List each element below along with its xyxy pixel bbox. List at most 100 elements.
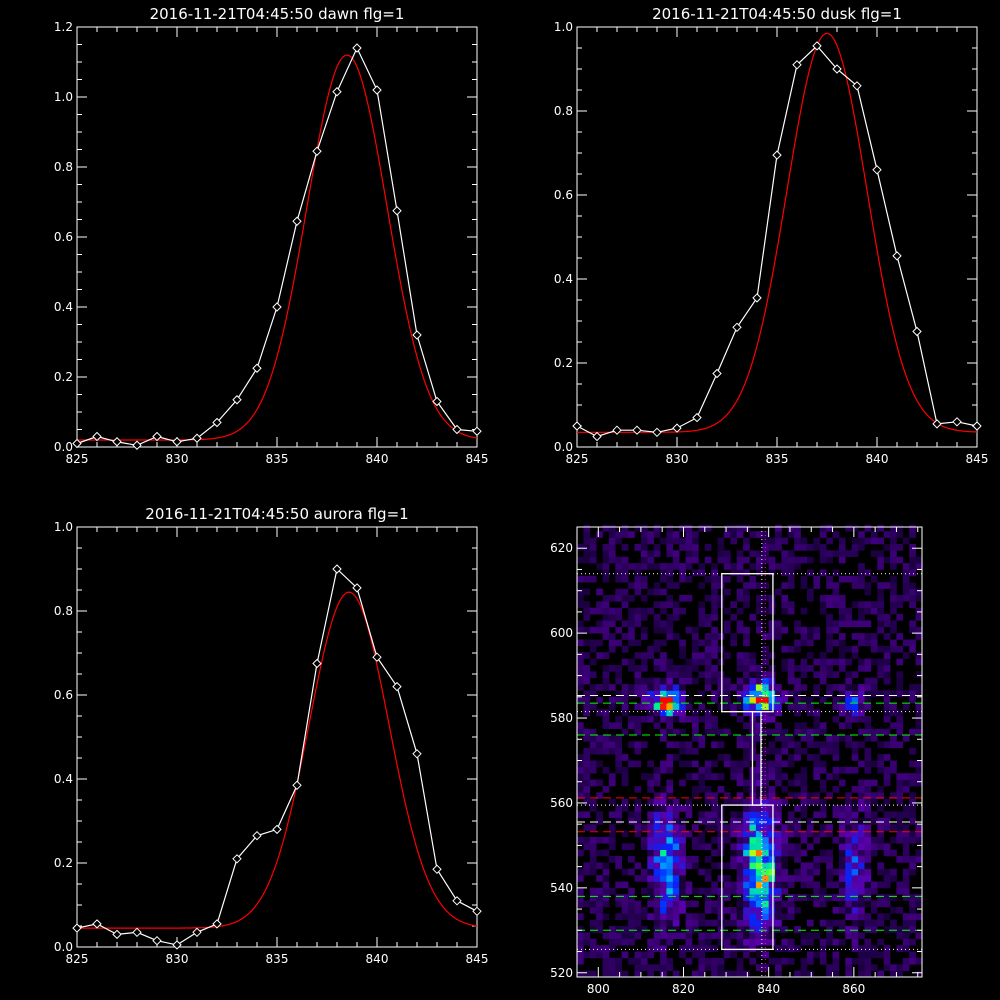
heatmap-cell bbox=[692, 665, 699, 672]
heatmap-cell bbox=[838, 875, 846, 882]
heatmap-cell bbox=[577, 754, 584, 761]
heatmap-cell bbox=[621, 563, 629, 570]
heatmap-cell bbox=[909, 900, 916, 908]
data-point bbox=[372, 652, 382, 662]
heatmap-cell bbox=[755, 792, 763, 799]
heatmap-cell bbox=[692, 926, 699, 933]
heatmap-cell bbox=[787, 894, 795, 901]
heatmap-cell bbox=[596, 563, 603, 570]
heatmap-cell bbox=[909, 626, 916, 634]
heatmap-cell bbox=[621, 754, 629, 761]
heatmap-cell bbox=[621, 894, 629, 901]
heatmap-cell bbox=[640, 684, 648, 691]
heatmap-cell bbox=[685, 913, 693, 920]
heatmap-cell bbox=[679, 747, 686, 755]
heatmap-cell bbox=[717, 964, 725, 971]
data-point bbox=[412, 749, 422, 759]
heatmap-cell bbox=[692, 824, 699, 831]
heatmap-cell bbox=[583, 601, 591, 608]
heatmap-cell bbox=[858, 862, 865, 870]
heatmap-cell bbox=[615, 690, 622, 698]
heatmap-cell bbox=[858, 894, 865, 901]
heatmap-cell bbox=[596, 709, 603, 717]
heatmap-cell bbox=[634, 926, 642, 933]
heatmap-cell bbox=[589, 607, 597, 615]
heatmap-cell bbox=[577, 594, 584, 602]
heatmap-cell bbox=[896, 932, 904, 940]
heatmap-cell bbox=[896, 709, 904, 717]
heatmap-cell bbox=[749, 919, 757, 927]
heatmap-cell bbox=[762, 894, 769, 901]
x-tick-label: 840 bbox=[366, 952, 389, 966]
heatmap-cell bbox=[685, 665, 693, 672]
heatmap-cell bbox=[621, 766, 629, 774]
heatmap-cell bbox=[704, 919, 712, 927]
heatmap-cell bbox=[577, 696, 584, 704]
heatmap-cell bbox=[755, 926, 763, 933]
heatmap-cell bbox=[634, 824, 642, 831]
heatmap-cell bbox=[743, 690, 750, 698]
heatmap-cell bbox=[653, 531, 661, 538]
heatmap-cell bbox=[615, 913, 622, 920]
heatmap-cell bbox=[845, 805, 852, 812]
heatmap-cell bbox=[736, 575, 744, 583]
heatmap-cell bbox=[787, 760, 795, 768]
heatmap-cell bbox=[858, 728, 865, 736]
heatmap-cell bbox=[634, 932, 642, 940]
heatmap-cell bbox=[736, 773, 744, 780]
heatmap-cell bbox=[577, 773, 584, 780]
heatmap-cell bbox=[666, 932, 674, 940]
heatmap-cell bbox=[755, 620, 763, 628]
heatmap-cell bbox=[621, 798, 629, 806]
heatmap-cell bbox=[845, 677, 852, 685]
heatmap-cell bbox=[640, 665, 648, 672]
heatmap-cell bbox=[762, 938, 769, 946]
chart-title: 2016-11-21T04:45:50 dusk flg=1 bbox=[652, 5, 902, 23]
heatmap-cell bbox=[634, 907, 642, 914]
heatmap-cell bbox=[883, 728, 891, 736]
heatmap-cell bbox=[653, 715, 661, 723]
heatmap-cell bbox=[749, 875, 757, 882]
heatmap-cell bbox=[883, 881, 891, 889]
heatmap-cell bbox=[583, 703, 591, 710]
heatmap-cell bbox=[838, 658, 846, 666]
heatmap-cell bbox=[628, 658, 635, 666]
heatmap-cell bbox=[864, 582, 872, 589]
heatmap-cell bbox=[858, 951, 865, 959]
heatmap-cell bbox=[749, 843, 757, 850]
heatmap-cell bbox=[877, 563, 884, 570]
heatmap-cell bbox=[736, 817, 744, 825]
heatmap-cell bbox=[634, 760, 642, 768]
heatmap-cell bbox=[736, 665, 744, 672]
heatmap-cell bbox=[787, 645, 795, 653]
heatmap-cell bbox=[877, 805, 884, 812]
x-tick-label: 825 bbox=[66, 952, 89, 966]
heatmap-cell bbox=[755, 932, 763, 940]
heatmap-cell bbox=[736, 957, 744, 965]
heatmap-cell bbox=[628, 938, 635, 946]
heatmap-cell bbox=[596, 741, 603, 749]
heatmap-cell bbox=[704, 760, 712, 768]
heatmap-cell bbox=[711, 900, 718, 908]
heatmap-cell bbox=[749, 830, 757, 838]
heatmap-cell bbox=[915, 970, 923, 978]
heatmap-cell bbox=[660, 856, 667, 863]
heatmap-cell bbox=[608, 722, 616, 729]
heatmap-cell bbox=[647, 760, 654, 768]
heatmap-cell bbox=[794, 970, 801, 978]
heatmap-cell bbox=[602, 722, 610, 729]
heatmap-cell bbox=[870, 792, 878, 799]
heatmap-cell bbox=[877, 792, 884, 799]
heatmap-cell bbox=[902, 926, 910, 933]
x-tick-label: 835 bbox=[266, 452, 289, 466]
y-tick-label: 0.4 bbox=[54, 772, 73, 786]
heatmap-cell bbox=[749, 665, 757, 672]
heatmap-cell bbox=[704, 792, 712, 799]
heatmap-cell bbox=[672, 696, 680, 704]
heatmap-cell bbox=[877, 894, 884, 901]
heatmap-cell bbox=[794, 684, 801, 691]
heatmap-cell bbox=[660, 868, 667, 876]
heatmap-cell bbox=[647, 875, 654, 882]
heatmap-cell bbox=[723, 951, 731, 959]
heatmap-cell bbox=[902, 811, 910, 819]
